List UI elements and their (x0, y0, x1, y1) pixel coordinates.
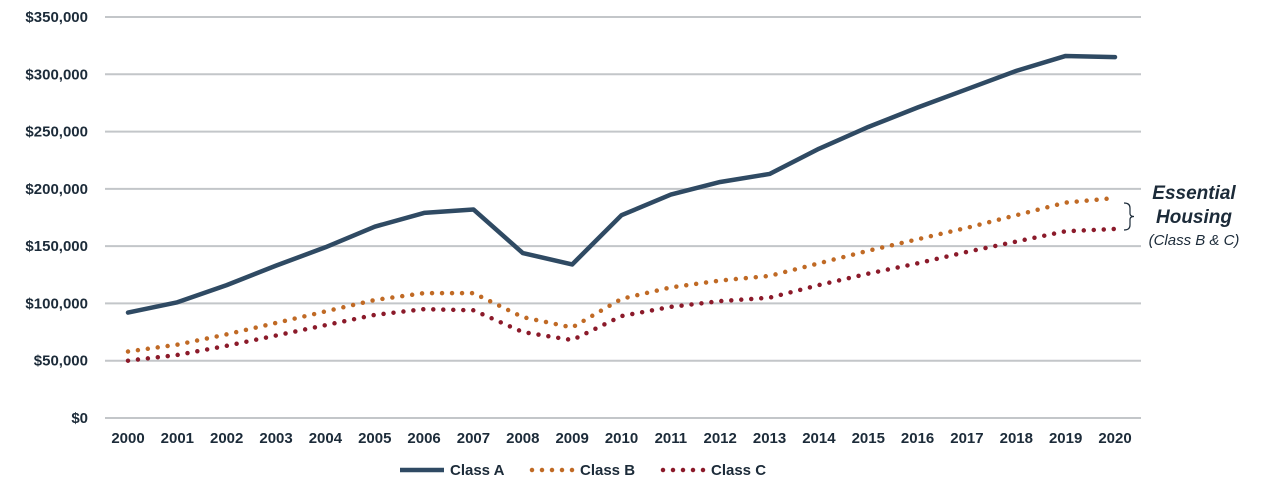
y-tick-label: $300,000 (25, 66, 88, 83)
annotation-title-line1: Essential (1152, 183, 1236, 204)
legend: Class A Class B Class C (400, 462, 766, 479)
x-tick-label: 2019 (1049, 430, 1082, 447)
x-tick-label: 2010 (605, 430, 638, 447)
series-class-a (125, 53, 1118, 315)
x-tick-label: 2016 (901, 430, 934, 447)
annotation-brace (1123, 202, 1135, 231)
x-tick-label: 2008 (506, 430, 539, 447)
series-line-class-c (125, 226, 1118, 363)
x-tick-label: 2017 (950, 430, 983, 447)
legend-label-class-b: Class B (580, 462, 635, 479)
x-tick-label: 2001 (161, 430, 194, 447)
series-lines (125, 53, 1118, 363)
x-tick-label: 2011 (655, 430, 688, 447)
legend-label-class-a: Class A (450, 462, 505, 479)
legend-label-class-c: Class C (711, 462, 766, 479)
y-tick-label: $50,000 (34, 353, 88, 370)
series-class-b (125, 195, 1118, 354)
x-tick-label: 2012 (704, 430, 737, 447)
legend-item-class-b: Class B (529, 462, 635, 479)
y-tick-label: $200,000 (25, 181, 88, 198)
y-tick-label: $250,000 (25, 124, 88, 141)
x-tick-label: 2002 (210, 430, 243, 447)
annotation-title-line2: Housing (1156, 207, 1232, 228)
series-line-class-b (125, 195, 1118, 354)
series-line-class-a (125, 53, 1118, 315)
x-tick-label: 2018 (1000, 430, 1033, 447)
annotation-subtitle: (Class B & C) (1149, 232, 1240, 249)
x-tick-label: 2014 (802, 430, 836, 447)
y-tick-label: $150,000 (25, 238, 88, 255)
x-tick-label: 2020 (1098, 430, 1131, 447)
essential-housing-annotation: Essential Housing (Class B & C) (1123, 183, 1240, 249)
x-tick-label: 2006 (407, 430, 440, 447)
x-tick-label: 2003 (259, 430, 292, 447)
y-tick-label: $0 (71, 410, 88, 427)
x-tick-label: 2000 (111, 430, 144, 447)
x-tick-label: 2004 (309, 430, 343, 447)
x-tick-label: 2005 (358, 430, 391, 447)
x-axis-tick-labels: 2000 2001 2002 2003 2004 2005 2006 2007 2008 2009… (111, 430, 1131, 447)
x-tick-label: 2015 (852, 430, 885, 447)
legend-item-class-c: Class C (660, 462, 766, 479)
y-tick-label: $350,000 (25, 9, 88, 26)
y-tick-label: $100,000 (25, 295, 88, 312)
x-tick-label: 2013 (753, 430, 786, 447)
legend-item-class-a: Class A (400, 462, 505, 479)
x-tick-label: 2009 (555, 430, 588, 447)
y-axis-tick-labels: $0 $50,000 $100,000 $150,000 $200,000 $250,00… (25, 9, 88, 427)
x-tick-label: 2007 (457, 430, 490, 447)
gridlines (105, 16, 1141, 419)
series-class-c (125, 226, 1118, 363)
